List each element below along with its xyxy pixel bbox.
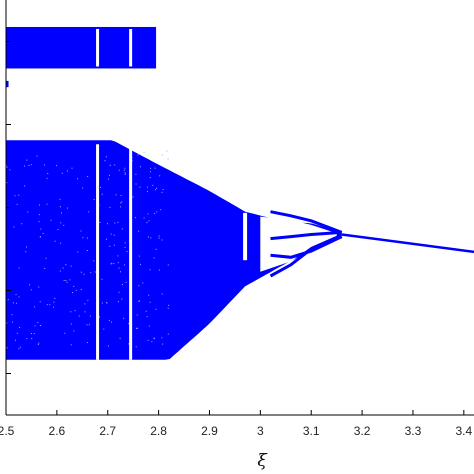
x-tick-label-2.6: 2.6	[49, 424, 66, 438]
isolated-points	[6, 80, 9, 88]
upper-chaotic-band	[6, 26, 157, 69]
x-tick-label-3: 3	[257, 424, 264, 438]
period-branch-2	[270, 230, 342, 241]
bifurcation-interior	[260, 216, 337, 272]
periodic-window-upper-1	[96, 28, 100, 67]
period-branch-1	[270, 210, 343, 234]
x-tick-label-2.5: 2.5	[0, 424, 15, 438]
x-tick-label-3.3: 3.3	[405, 424, 422, 438]
x-tick-label-3.4: 3.4	[455, 424, 472, 438]
period-window-gap	[243, 212, 248, 261]
x-axis-label: ξ	[257, 451, 268, 471]
band-speckles	[6, 150, 170, 350]
x-tick-label-2.9: 2.9	[201, 424, 218, 438]
x-axis-ticks: 2.5 2.6 2.7 2.8 2.9 3 3.1 3.2 3.3 3.4	[0, 410, 472, 438]
x-tick-label-2.8: 2.8	[150, 424, 167, 438]
period-branch-4	[269, 235, 343, 278]
periodic-window-1	[96, 144, 100, 360]
x-tick-label-3.2: 3.2	[354, 424, 371, 438]
axes	[5, 0, 474, 416]
x-tick-label-2.7: 2.7	[99, 424, 116, 438]
x-tick-label-3.1: 3.1	[303, 424, 320, 438]
plot-area	[6, 26, 474, 360]
periodic-window-upper-2	[129, 28, 133, 67]
periodic-window-2	[129, 144, 133, 360]
period-one-line	[341, 233, 474, 254]
main-chaotic-band	[6, 140, 342, 360]
